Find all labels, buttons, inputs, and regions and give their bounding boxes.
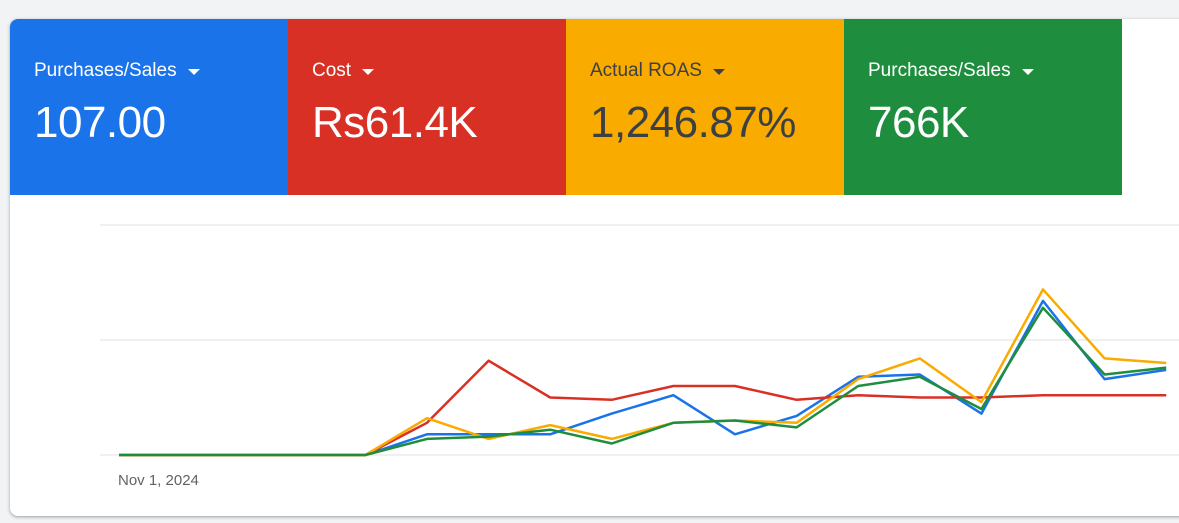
metric-selector[interactable]: Purchases/Sales (868, 59, 1122, 83)
metric-tile-purchases-sales-count[interactable]: Purchases/Sales 107.00 (10, 19, 288, 195)
metric-tiles: Purchases/Sales 107.00 Cost Rs61.4K Actu… (10, 19, 1122, 195)
series-line-4[interactable] (119, 306, 1167, 457)
metric-label: Cost (312, 60, 352, 81)
metric-selector[interactable]: Actual ROAS (590, 59, 844, 83)
dropdown-caret-icon[interactable] (712, 69, 725, 75)
metric-tile-actual-roas[interactable]: Actual ROAS 1,246.87% (566, 19, 844, 195)
dropdown-caret-icon[interactable] (362, 69, 375, 75)
metric-value: 1,246.87% (590, 98, 796, 147)
metric-value: 107.00 (34, 98, 166, 147)
metric-tile-cost[interactable]: Cost Rs61.4K (288, 19, 566, 195)
series-line-3[interactable] (119, 288, 1167, 457)
metric-selector[interactable]: Purchases/Sales (34, 59, 288, 83)
metric-label: Purchases/Sales (34, 60, 177, 81)
metric-value: Rs61.4K (312, 98, 478, 147)
metric-value: 766K (868, 98, 969, 147)
line-chart: Nov 1, 2024 (100, 224, 1179, 489)
metric-tile-purchases-sales-value[interactable]: Purchases/Sales 766K (844, 19, 1122, 195)
metric-label: Purchases/Sales (868, 60, 1011, 81)
series-line-2[interactable] (119, 359, 1167, 457)
performance-card: Purchases/Sales 107.00 Cost Rs61.4K Actu… (10, 19, 1179, 516)
metric-selector[interactable]: Cost (312, 59, 566, 83)
metric-label: Actual ROAS (590, 60, 702, 81)
dropdown-caret-icon[interactable] (1021, 69, 1034, 75)
dropdown-caret-icon[interactable] (187, 69, 200, 75)
x-tick-label: Nov 1, 2024 (118, 472, 199, 489)
